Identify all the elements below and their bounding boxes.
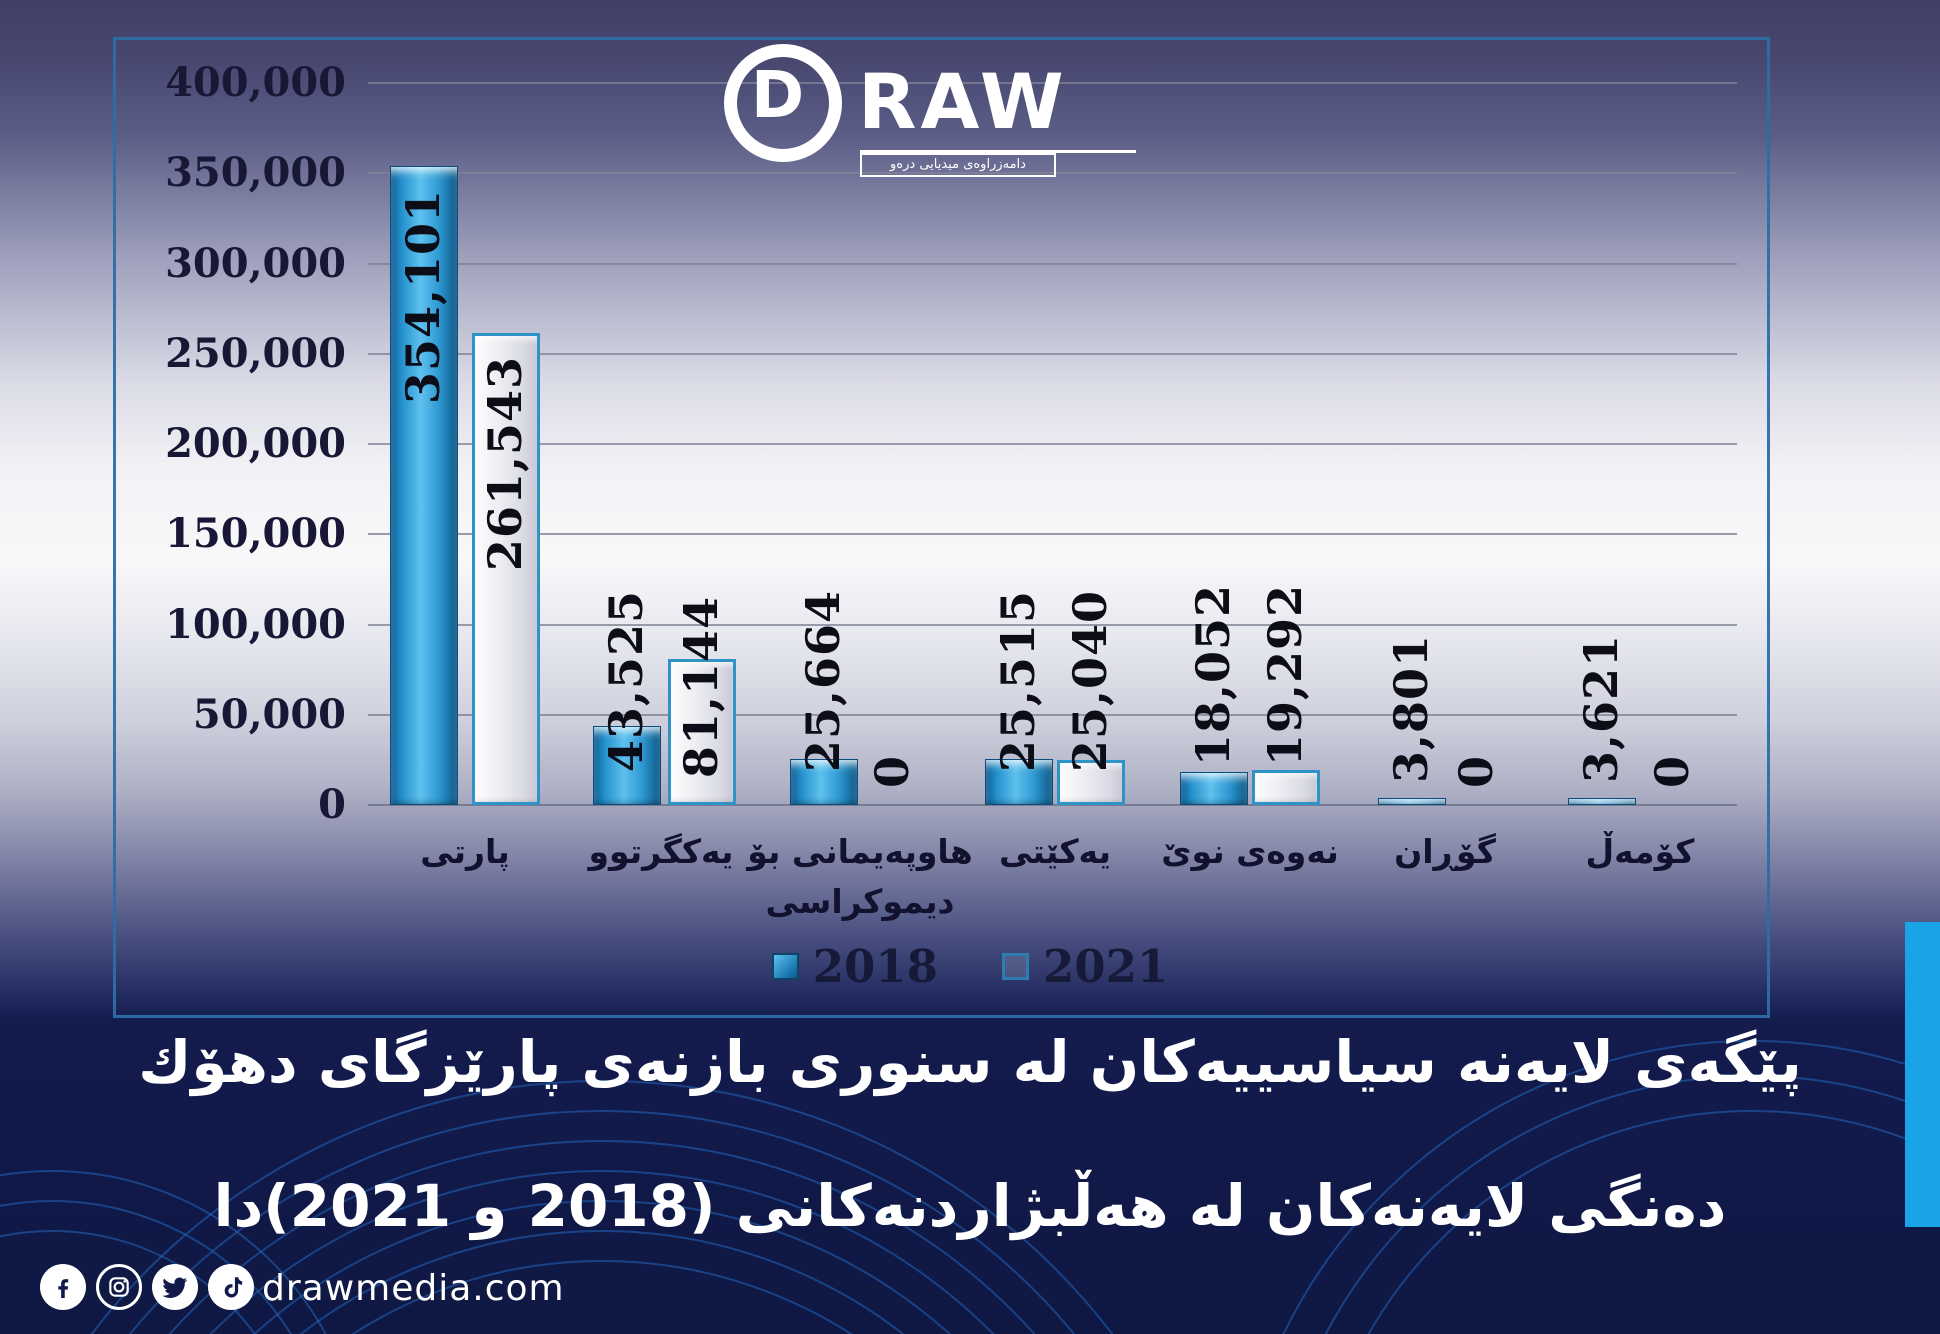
headline-line-2: دەنگی لایەنەکان لە هەڵبژاردنەکانی (2018 …	[213, 1172, 1727, 1240]
legend-item-2021: 2021	[1002, 940, 1168, 993]
logo-subtitle: دامەزراوەی میدیایی درەو	[860, 153, 1056, 177]
facebook-icon	[40, 1264, 86, 1310]
bar-2021	[1252, 770, 1320, 805]
logo-d-letter: D	[751, 59, 805, 133]
bar-value-label: 81,144	[674, 595, 728, 778]
y-axis-tick-label: 150,000	[165, 510, 346, 558]
bar-value-label: 18,052	[1186, 583, 1240, 766]
legend-label-2018: 2018	[812, 940, 938, 993]
tiktok-icon	[208, 1264, 254, 1310]
bar-value-label: 25,040	[1063, 589, 1117, 772]
gridline	[368, 533, 1737, 536]
gridline	[368, 262, 1737, 265]
bar-2021	[1057, 759, 1125, 805]
gridline	[368, 804, 1737, 806]
y-axis-tick-label: 400,000	[165, 59, 346, 106]
gridline	[368, 82, 1737, 84]
bar-2018	[1378, 798, 1446, 805]
bar-2018	[985, 758, 1053, 805]
logo-d-circle-icon: D	[724, 44, 842, 162]
gridline	[368, 623, 1737, 626]
bar-value-label: 354,101	[396, 188, 450, 404]
legend-swatch-2018	[771, 953, 799, 980]
bar-value-label: 0	[865, 754, 919, 788]
bar-value-label: 25,515	[991, 589, 1045, 772]
x-axis-category-label: پارتی	[420, 832, 510, 871]
x-axis-category-label: یەکێتی	[999, 832, 1111, 871]
y-axis-tick-label: 0	[318, 781, 346, 828]
x-axis-category-label: هاوپەیمانی بۆ	[747, 832, 973, 871]
bar-2018	[1568, 798, 1636, 805]
logo-underline	[860, 150, 1136, 153]
bar-value-label: 261,543	[478, 355, 532, 571]
website-text: drawmedia.com	[262, 1268, 565, 1309]
x-axis-category-label: نەوەی نوێ	[1161, 832, 1339, 871]
gridline	[368, 172, 1737, 175]
x-axis-category-label: گۆڕان	[1394, 832, 1496, 871]
bar-value-label: 19,292	[1258, 583, 1312, 766]
bar-value-label: 3,621	[1574, 633, 1628, 783]
y-axis-tick-label: 200,000	[165, 420, 346, 467]
y-axis-tick-label: 50,000	[192, 690, 346, 738]
x-axis-category-label: كۆمەڵ	[1585, 832, 1695, 871]
bar-value-label: 25,664	[796, 589, 850, 772]
gridline	[368, 713, 1737, 716]
bar-2021	[668, 658, 736, 805]
bar-value-label: 43,525	[599, 589, 653, 772]
chart-area-border	[113, 37, 1770, 1018]
bar-2018	[790, 758, 858, 805]
logo-raw-text: RAW	[858, 57, 1068, 146]
bar-2018	[390, 165, 458, 805]
x-axis-category-label: یەکگرتوو	[588, 832, 734, 871]
y-axis-tick-label: 250,000	[165, 329, 346, 377]
gridline	[368, 352, 1737, 355]
blue-accent-bar	[1905, 922, 1940, 1227]
legend-label-2021: 2021	[1043, 940, 1169, 993]
bar-value-label: 0	[1645, 754, 1699, 788]
bar-2021	[472, 332, 540, 805]
chart-legend: 2018 2021	[0, 940, 1940, 993]
social-icons-row	[40, 1264, 254, 1310]
bar-2018	[1180, 772, 1248, 805]
legend-item-2018: 2018	[771, 940, 938, 993]
legend-swatch-2021	[1002, 953, 1029, 980]
twitter-icon	[152, 1264, 198, 1310]
y-axis-tick-label: 100,000	[165, 600, 346, 648]
bar-2018	[593, 726, 661, 805]
bar-value-label: 3,801	[1384, 633, 1438, 783]
bar-value-label: 0	[1449, 754, 1503, 788]
caption-banner: پێگەی لایەنە سیاسییەکان لە سنوری بازنەی …	[0, 1020, 1940, 1334]
y-axis-tick-label: 300,000	[165, 239, 346, 287]
headline-line-1: پێگەی لایەنە سیاسییەکان لە سنوری بازنەی …	[138, 1028, 1802, 1096]
gridline	[368, 443, 1737, 445]
y-axis-tick-label: 350,000	[165, 149, 346, 197]
x-axis-category-label: دیموکراسی	[765, 882, 955, 921]
draw-media-logo: D RAW دامەزراوەی میدیایی درەو	[720, 38, 1150, 177]
instagram-icon	[96, 1264, 142, 1310]
